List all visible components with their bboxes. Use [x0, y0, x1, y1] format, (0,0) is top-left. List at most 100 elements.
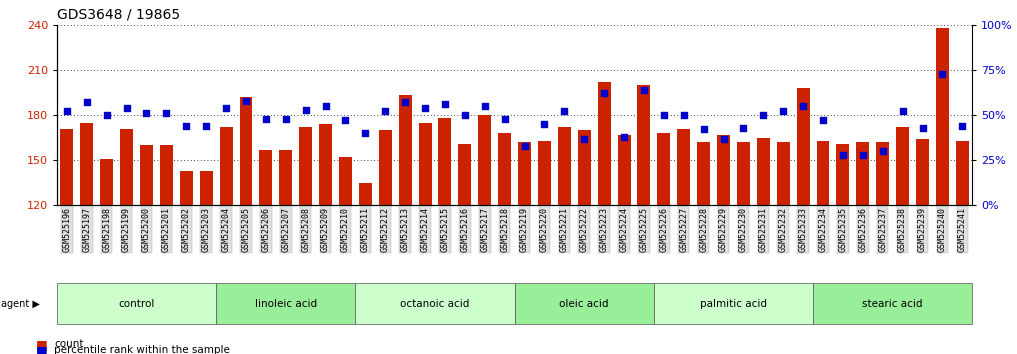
Bar — [80, 122, 94, 205]
Text: count: count — [54, 339, 83, 349]
Point — [875, 148, 891, 154]
Point — [675, 112, 692, 118]
Bar — [60, 129, 73, 205]
Point — [457, 112, 473, 118]
Bar — [916, 139, 929, 205]
Point — [298, 107, 314, 113]
Point — [895, 109, 911, 114]
Point — [477, 103, 493, 109]
Bar — [120, 129, 133, 205]
Bar — [438, 118, 452, 205]
Bar — [677, 129, 691, 205]
Point — [656, 112, 672, 118]
Bar — [478, 115, 491, 205]
Bar — [856, 142, 870, 205]
Bar — [558, 127, 571, 205]
Point — [914, 125, 931, 131]
Point — [616, 134, 633, 139]
Point — [437, 101, 454, 107]
Point — [278, 116, 294, 121]
Bar — [339, 157, 352, 205]
Bar — [459, 144, 471, 205]
Bar — [598, 82, 610, 205]
Bar — [220, 127, 233, 205]
Bar — [419, 122, 431, 205]
Point — [338, 118, 354, 123]
Point — [756, 112, 772, 118]
Point — [397, 99, 413, 105]
Point — [198, 123, 215, 129]
Bar — [796, 88, 810, 205]
Bar — [280, 150, 292, 205]
Bar — [698, 142, 710, 205]
Point — [159, 110, 175, 116]
Bar — [717, 135, 730, 205]
Point — [954, 123, 970, 129]
Text: ■: ■ — [36, 344, 48, 354]
Bar — [359, 183, 372, 205]
Point — [636, 87, 652, 93]
Point — [795, 103, 812, 109]
Point — [78, 99, 95, 105]
Point — [576, 136, 592, 141]
Bar — [299, 127, 312, 205]
Point — [854, 152, 871, 158]
Bar — [180, 171, 193, 205]
Point — [556, 109, 573, 114]
Point — [357, 130, 373, 136]
Bar — [956, 141, 969, 205]
Point — [238, 98, 254, 103]
Bar — [638, 85, 651, 205]
Text: percentile rank within the sample: percentile rank within the sample — [54, 346, 230, 354]
Point — [735, 125, 752, 131]
Bar — [399, 96, 412, 205]
Text: oleic acid: oleic acid — [559, 298, 609, 309]
Bar — [240, 97, 252, 205]
Text: linoleic acid: linoleic acid — [254, 298, 317, 309]
Point — [138, 110, 155, 116]
Bar — [319, 124, 332, 205]
Bar — [518, 142, 531, 205]
Point — [317, 103, 334, 109]
Point — [417, 105, 433, 111]
Bar — [538, 141, 551, 205]
Bar — [498, 133, 512, 205]
Bar — [140, 145, 153, 205]
Point — [815, 118, 831, 123]
Point — [257, 116, 274, 121]
Point — [696, 127, 712, 132]
Bar — [199, 171, 213, 205]
Point — [835, 152, 851, 158]
Bar — [617, 135, 631, 205]
Point — [377, 109, 394, 114]
Point — [118, 105, 134, 111]
Bar — [378, 130, 392, 205]
Bar — [777, 142, 789, 205]
Bar — [101, 159, 113, 205]
Point — [59, 109, 75, 114]
Text: ■: ■ — [36, 338, 48, 350]
Point — [775, 109, 791, 114]
Point — [218, 105, 234, 111]
Point — [99, 112, 115, 118]
Bar — [160, 145, 173, 205]
Point — [596, 91, 612, 96]
Text: agent ▶: agent ▶ — [1, 298, 40, 309]
Text: palmitic acid: palmitic acid — [700, 298, 767, 309]
Point — [178, 123, 194, 129]
Point — [715, 136, 731, 141]
Bar — [936, 28, 949, 205]
Bar — [877, 142, 889, 205]
Bar — [896, 127, 909, 205]
Point — [517, 143, 533, 149]
Bar — [817, 141, 830, 205]
Bar — [259, 150, 273, 205]
Point — [496, 116, 513, 121]
Point — [935, 71, 951, 76]
Point — [536, 121, 552, 127]
Text: control: control — [118, 298, 155, 309]
Bar — [737, 142, 750, 205]
Text: GDS3648 / 19865: GDS3648 / 19865 — [57, 7, 180, 21]
Bar — [836, 144, 849, 205]
Bar — [578, 130, 591, 205]
